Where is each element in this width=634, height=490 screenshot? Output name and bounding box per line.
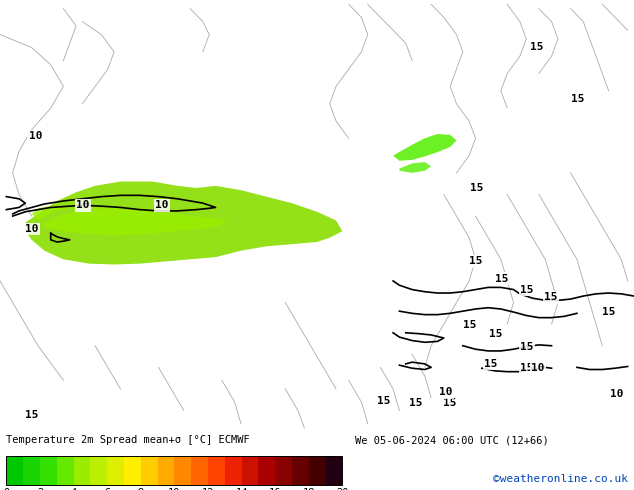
Bar (57, 457, 74, 486)
Text: 15: 15 (377, 396, 390, 406)
Text: 15: 15 (520, 342, 533, 352)
Text: 18: 18 (302, 488, 315, 490)
Bar (6, 457, 23, 486)
Polygon shape (32, 205, 70, 221)
Text: 10: 10 (155, 200, 169, 210)
Text: 2: 2 (37, 488, 43, 490)
Text: 15: 15 (443, 398, 456, 408)
Text: ©weatheronline.co.uk: ©weatheronline.co.uk (493, 474, 628, 484)
Bar (259, 457, 275, 486)
Bar (74, 457, 90, 486)
Text: 8: 8 (138, 488, 144, 490)
Text: 10: 10 (439, 388, 452, 397)
Bar (309, 457, 326, 486)
Bar (6, 457, 342, 486)
Text: 15: 15 (470, 183, 484, 193)
Bar (225, 457, 242, 486)
Polygon shape (399, 162, 431, 173)
Text: 15: 15 (544, 293, 557, 302)
Text: 10: 10 (531, 363, 545, 373)
Bar (326, 457, 342, 486)
Text: 15: 15 (469, 256, 482, 267)
Polygon shape (44, 207, 228, 236)
Bar (141, 457, 157, 486)
Bar (191, 457, 208, 486)
Text: 14: 14 (235, 488, 248, 490)
Text: 15: 15 (602, 307, 616, 317)
Bar (23, 457, 40, 486)
Polygon shape (393, 134, 456, 161)
Text: 15: 15 (25, 410, 39, 420)
Text: 10: 10 (25, 224, 39, 234)
Text: 0: 0 (3, 488, 10, 490)
Text: 15: 15 (571, 95, 584, 104)
Text: 15: 15 (489, 329, 503, 339)
Text: 15: 15 (530, 42, 543, 51)
Text: 10: 10 (29, 131, 42, 141)
Bar (242, 457, 259, 486)
Text: 6: 6 (104, 488, 110, 490)
Polygon shape (25, 181, 342, 265)
Text: 10: 10 (76, 200, 89, 210)
Bar (292, 457, 309, 486)
Text: 15: 15 (520, 285, 533, 294)
Bar (275, 457, 292, 486)
Bar (124, 457, 141, 486)
Bar (107, 457, 124, 486)
Text: 15: 15 (409, 398, 422, 408)
Text: 10: 10 (610, 389, 623, 399)
Bar (40, 457, 57, 486)
Text: 20: 20 (336, 488, 349, 490)
Bar (157, 457, 174, 486)
Bar (174, 457, 191, 486)
Text: 16: 16 (269, 488, 281, 490)
Text: 15: 15 (495, 274, 508, 284)
Text: Temperature 2m Spread mean+σ [°C] ECMWF: Temperature 2m Spread mean+σ [°C] ECMWF (6, 435, 250, 445)
Text: 4: 4 (70, 488, 77, 490)
Text: 12: 12 (202, 488, 214, 490)
Text: 15: 15 (520, 363, 533, 373)
Text: 15: 15 (463, 320, 476, 330)
Text: 10: 10 (168, 488, 181, 490)
Text: We 05-06-2024 06:00 UTC (12+66): We 05-06-2024 06:00 UTC (12+66) (355, 435, 549, 445)
Text: 15: 15 (484, 359, 498, 369)
Bar (91, 457, 107, 486)
Bar (208, 457, 225, 486)
